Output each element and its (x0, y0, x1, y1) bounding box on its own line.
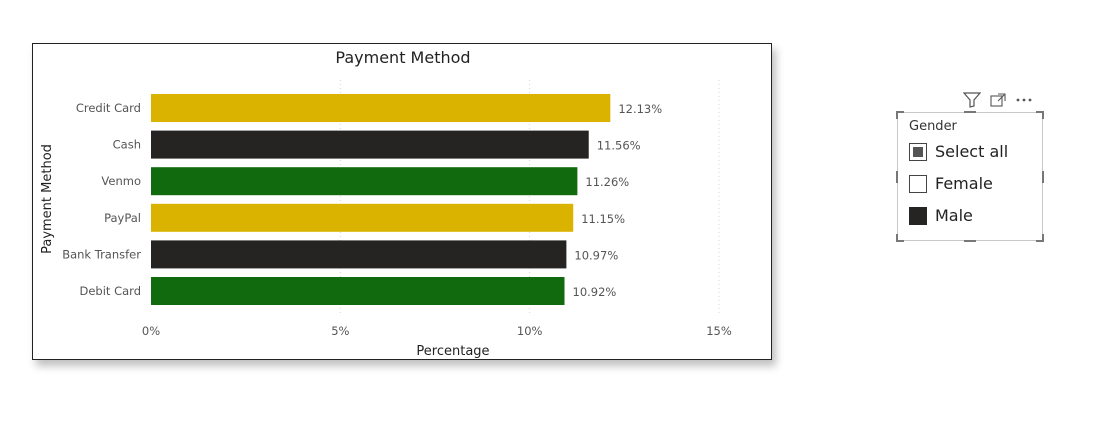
checkbox-unchecked-icon[interactable] (909, 174, 927, 193)
resize-handle[interactable] (1042, 234, 1044, 242)
x-tick-label: 10% (517, 324, 543, 338)
slicer-item-label: Male (935, 206, 973, 225)
slicer-item-label: Female (935, 174, 993, 193)
checkbox-checked-icon[interactable] (909, 206, 927, 225)
resize-handle[interactable] (1036, 240, 1044, 242)
resize-handle[interactable] (896, 240, 904, 242)
visual-header-toolbar (962, 90, 1042, 110)
resize-handle[interactable] (964, 111, 976, 113)
slicer-item-female[interactable]: Female (909, 174, 993, 193)
checkbox-partial-icon[interactable] (909, 142, 927, 161)
slicer-item-select-all[interactable]: Select all (909, 142, 1008, 161)
gender-slicer[interactable]: Gender Select all Female Male (896, 111, 1044, 242)
category-label: PayPal (104, 211, 141, 225)
category-label: Venmo (101, 174, 141, 188)
bar (151, 94, 611, 122)
resize-handle[interactable] (896, 111, 904, 113)
resize-handle[interactable] (896, 234, 898, 242)
x-axis-title: Percentage (416, 344, 489, 359)
slicer-item-label: Select all (935, 142, 1009, 161)
bar-chart: Payment Method 0% 5% 10% 15% Credit Card 12.13… (40, 48, 732, 359)
data-label: 10.97% (574, 248, 618, 262)
data-label: 10.92% (573, 285, 617, 299)
bar (151, 130, 589, 159)
bar (151, 167, 578, 196)
bar (151, 203, 574, 232)
y-axis-title: Payment Method (40, 144, 55, 254)
x-tick-label: 0% (142, 324, 160, 338)
chart-title: Payment Method (335, 48, 470, 67)
category-label: Credit Card (76, 101, 141, 115)
bar (151, 277, 565, 305)
x-tick-label: 5% (331, 324, 349, 338)
bar (151, 240, 567, 269)
resize-handle[interactable] (1042, 111, 1044, 119)
data-label: 11.15% (581, 212, 625, 226)
category-label: Bank Transfer (62, 247, 141, 261)
resize-handle[interactable] (964, 240, 976, 242)
resize-handle[interactable] (1042, 171, 1044, 183)
resize-handle[interactable] (896, 111, 898, 119)
data-label: 11.56% (597, 139, 641, 153)
x-tick-label: 15% (706, 324, 732, 338)
slicer-item-male[interactable]: Male (909, 206, 973, 225)
focus-mode-icon[interactable] (988, 91, 1008, 109)
resize-handle[interactable] (1036, 111, 1044, 113)
data-label: 12.13% (618, 102, 662, 116)
data-label: 11.26% (585, 175, 629, 189)
category-label: Debit Card (80, 284, 142, 298)
chart-visual[interactable]: Payment Method 0% 5% 10% 15% Credit Card 12.13… (32, 43, 772, 360)
slicer-header: Gender (909, 119, 957, 134)
filter-icon[interactable] (962, 91, 982, 109)
more-options-icon[interactable] (1014, 91, 1034, 109)
category-label: Cash (113, 138, 141, 152)
resize-handle[interactable] (896, 171, 898, 183)
